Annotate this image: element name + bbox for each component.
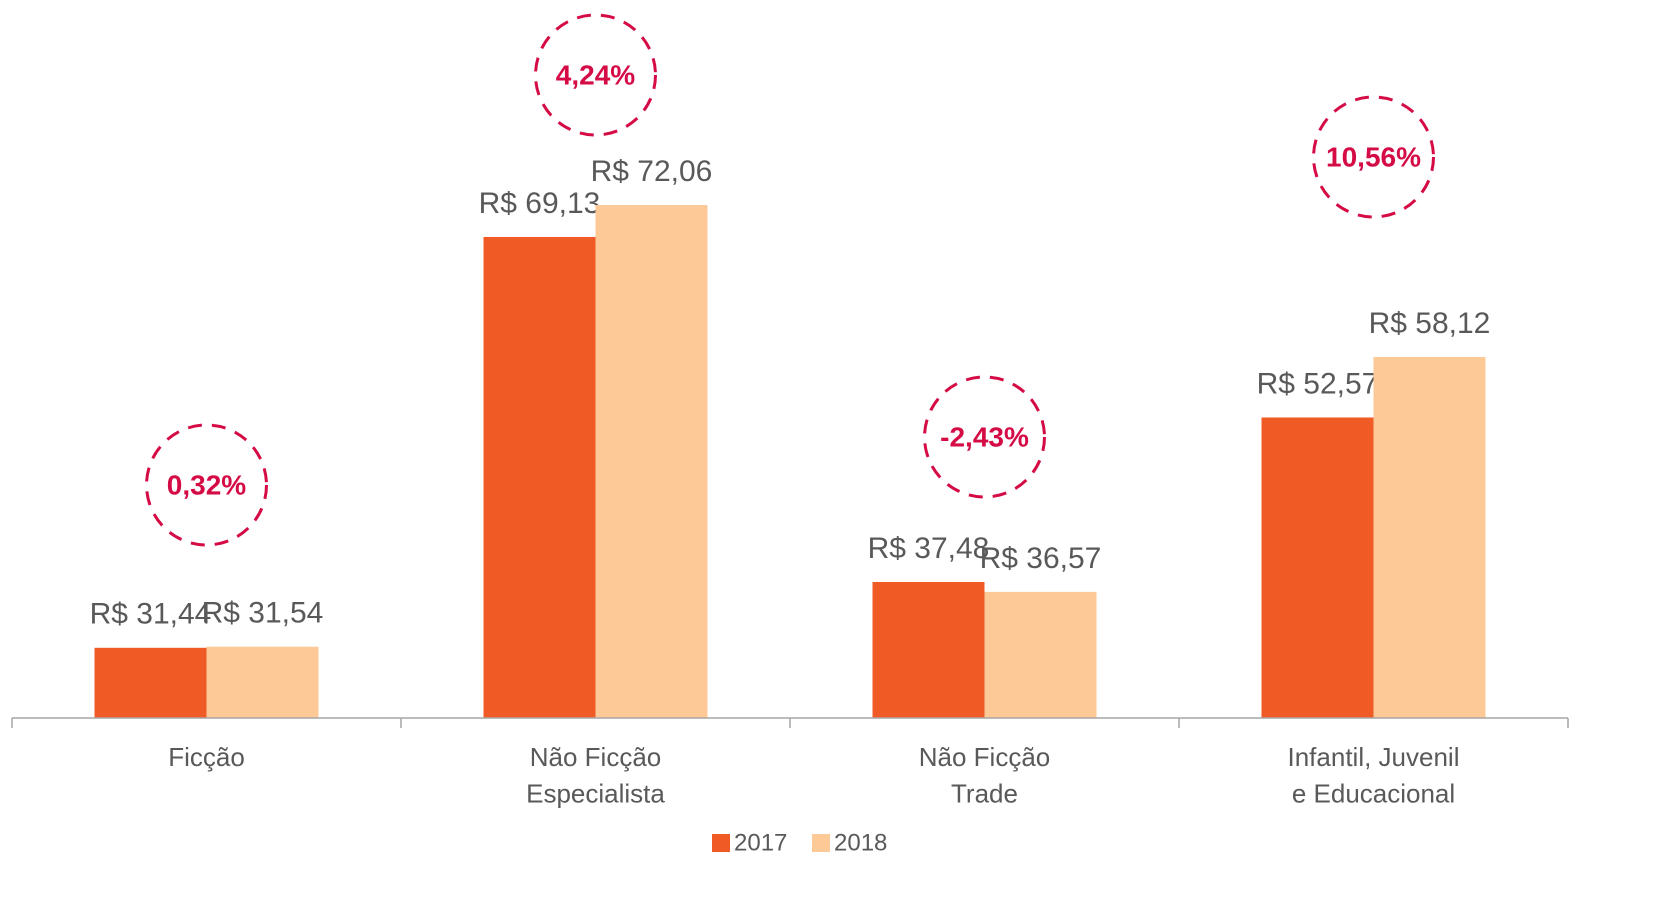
- bar: [483, 236, 596, 718]
- value-label: R$ 52,57: [1257, 367, 1379, 400]
- annotation: 4,24%: [556, 59, 635, 90]
- value-label: R$ 36,57: [980, 542, 1102, 575]
- value-label: R$ 69,13: [479, 187, 601, 220]
- x-tick-label: Não Ficção Trade: [919, 742, 1051, 808]
- value-label: R$ 72,06: [591, 155, 713, 188]
- legend-label: 2018: [834, 829, 887, 856]
- annotation: -2,43%: [940, 421, 1029, 452]
- annotation-circle: [1312, 95, 1435, 219]
- annotation-circle: [534, 13, 657, 137]
- value-label: R$ 31,54: [202, 597, 324, 630]
- bar: [1373, 356, 1486, 718]
- annotation: 10,56%: [1326, 141, 1421, 172]
- value-label: R$ 31,44: [90, 598, 212, 631]
- legend-label: 2017: [734, 829, 787, 856]
- bar: [872, 581, 985, 718]
- legend-swatch: [812, 834, 830, 852]
- bar: [94, 647, 207, 718]
- legend-swatch: [712, 834, 730, 852]
- x-tick-label: Ficção: [168, 742, 245, 772]
- value-label: R$ 37,48: [868, 532, 990, 565]
- bar: [206, 646, 319, 718]
- bar: [1261, 417, 1374, 718]
- bar: [984, 591, 1097, 718]
- annotation-circle: [145, 423, 268, 547]
- x-tick-label: Infantil, Juvenil e Educacional: [1288, 742, 1460, 808]
- annotation: 0,32%: [167, 469, 246, 500]
- annotation-circle: [923, 375, 1046, 499]
- x-tick-label: Não Ficção Especialista: [526, 742, 665, 808]
- value-label: R$ 58,12: [1369, 307, 1491, 340]
- bar: [595, 205, 708, 718]
